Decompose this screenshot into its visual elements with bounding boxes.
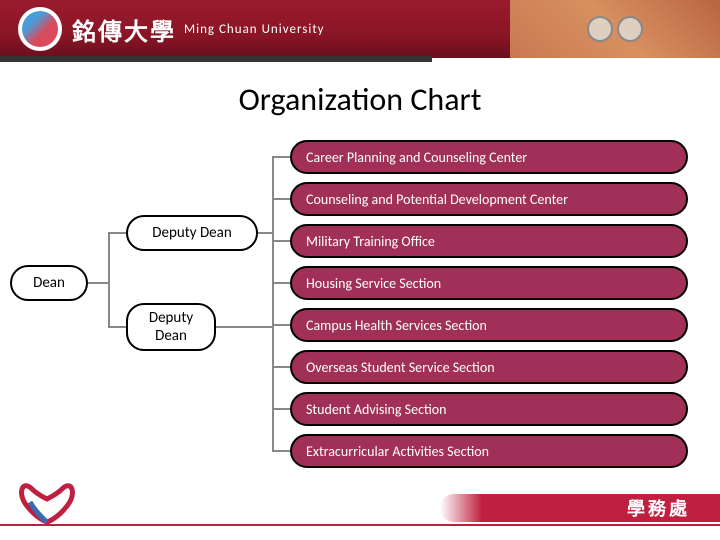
section-label: Counseling and Potential Development Cen… bbox=[306, 191, 568, 208]
section-box-5: Overseas Student Service Section bbox=[290, 350, 688, 384]
connector-line bbox=[272, 157, 274, 451]
section-box-1: Counseling and Potential Development Cen… bbox=[290, 182, 688, 216]
section-box-6: Student Advising Section bbox=[290, 392, 688, 426]
header-photo-strip bbox=[510, 0, 720, 58]
section-label: Military Training Office bbox=[306, 233, 435, 250]
section-label: Career Planning and Counseling Center bbox=[306, 149, 527, 166]
connector-line bbox=[272, 240, 290, 242]
university-name-en: Ming Chuan University bbox=[184, 22, 325, 37]
connector-line bbox=[272, 450, 290, 452]
dean-node: Dean bbox=[10, 265, 88, 301]
section-label: Housing Service Section bbox=[306, 275, 441, 292]
section-box-4: Campus Health Services Section bbox=[290, 308, 688, 342]
connector-line bbox=[272, 366, 290, 368]
connector-line bbox=[272, 198, 290, 200]
section-label: Campus Health Services Section bbox=[306, 317, 487, 334]
connector-line bbox=[272, 156, 290, 158]
connector-line bbox=[272, 408, 290, 410]
section-box-0: Career Planning and Counseling Center bbox=[290, 140, 688, 174]
university-logo bbox=[18, 7, 62, 51]
footer-dept-label: 學務處 bbox=[627, 495, 690, 521]
footer-dept-banner: 學務處 bbox=[440, 494, 720, 522]
university-name-cn: 銘傳大學 bbox=[72, 12, 176, 47]
connector-line bbox=[108, 326, 126, 328]
deputy-dean-node-1: Deputy Dean bbox=[126, 215, 258, 251]
section-label: Student Advising Section bbox=[306, 401, 447, 418]
connector-line bbox=[108, 232, 126, 234]
footer-heart-logo bbox=[12, 464, 82, 534]
connector-line bbox=[216, 326, 272, 328]
section-box-2: Military Training Office bbox=[290, 224, 688, 258]
page-title: Organization Chart bbox=[0, 80, 720, 119]
header-banner: 銘傳大學 Ming Chuan University bbox=[0, 0, 720, 58]
section-label: Overseas Student Service Section bbox=[306, 359, 495, 376]
connector-line bbox=[272, 324, 290, 326]
connector-line bbox=[88, 282, 108, 284]
connector-line bbox=[272, 282, 290, 284]
connector-line bbox=[258, 232, 272, 234]
footer-divider bbox=[0, 524, 720, 526]
deputy-dean-node-2: Deputy Dean bbox=[126, 303, 216, 351]
org-chart: Dean Deputy Dean Deputy Dean Career Planni… bbox=[0, 135, 720, 495]
connector-line bbox=[108, 233, 110, 327]
section-box-3: Housing Service Section bbox=[290, 266, 688, 300]
section-box-7: Extracurricular Activities Section bbox=[290, 434, 688, 468]
section-label: Extracurricular Activities Section bbox=[306, 443, 489, 460]
